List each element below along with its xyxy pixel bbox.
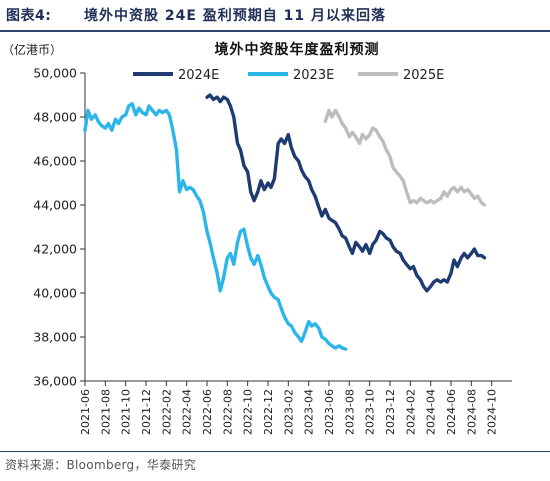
y-tick-label: 50,000 [33, 66, 77, 81]
y-tick-label: 38,000 [33, 330, 77, 345]
x-tick-label: 2022-12 [262, 389, 275, 435]
unit-label: （亿港币） [2, 42, 62, 57]
legend-label-2025e: 2025E [403, 68, 444, 83]
x-tick-label: 2024-10 [486, 389, 499, 435]
x-tick-label: 2021-12 [140, 389, 153, 435]
y-tick-label: 40,000 [33, 286, 77, 301]
x-tick-label: 2022-04 [181, 389, 194, 435]
x-tick-label: 2022-10 [242, 389, 255, 435]
x-tick-label: 2024-02 [404, 389, 417, 435]
series-layer [83, 93, 487, 351]
x-tick-label: 2022-02 [160, 389, 173, 435]
series-line-2025e [323, 108, 487, 207]
x-tick-label: 2023-10 [364, 389, 377, 435]
series-line-2023e [83, 102, 348, 351]
line-chart: 境外中资股年度盈利预测 （亿港币） 2024E 2023E 2025E 36,000… [2, 41, 512, 435]
x-tick-label: 2022-06 [201, 389, 214, 435]
x-tick-label: 2023-06 [323, 389, 336, 435]
x-tick-label: 2023-12 [384, 389, 397, 435]
series-line-2024e [205, 93, 487, 293]
x-tick-label: 2021-10 [120, 389, 133, 435]
legend-label-2023e: 2023E [293, 68, 334, 83]
x-tick-label: 2023-08 [343, 389, 356, 435]
y-tick-label: 48,000 [33, 110, 77, 125]
x-axis: 2021-06 2021-08 2021-10 2021-12 2022-02 2022-… [79, 380, 512, 435]
header-divider [0, 30, 550, 32]
y-tick-label: 46,000 [33, 154, 77, 169]
footer-divider [0, 451, 550, 452]
y-tick-label: 44,000 [33, 198, 77, 213]
x-tick-label: 2021-08 [99, 389, 112, 435]
x-tick-label: 2024-08 [465, 389, 478, 435]
x-tick-label: 2021-06 [79, 389, 92, 435]
figure-title: 境外中资股 24E 盈利预期自 11 月以来回落 [84, 8, 387, 24]
x-tick-label: 2024-06 [445, 389, 458, 435]
figure-header: 图表4: 境外中资股 24E 盈利预期自 11 月以来回落 [0, 0, 550, 34]
x-tick-label: 2022-08 [221, 389, 234, 435]
chart-title: 境外中资股年度盈利预测 [215, 41, 380, 58]
x-tick-label: 2023-02 [282, 389, 295, 435]
x-tick-label: 2023-04 [303, 389, 316, 435]
x-tick-label: 2024-04 [425, 389, 438, 435]
y-axis: 36,000 38,000 40,000 42,000 44,000 46,000 48,0… [33, 66, 86, 389]
source-note: 资料来源：Bloomberg，华泰研究 [5, 458, 196, 472]
y-tick-label: 36,000 [33, 374, 77, 389]
chart-legend: 2024E 2023E 2025E [133, 68, 444, 83]
figure-label: 图表4: [6, 8, 52, 24]
y-tick-label: 42,000 [33, 242, 77, 257]
legend-label-2024e: 2024E [178, 68, 219, 83]
